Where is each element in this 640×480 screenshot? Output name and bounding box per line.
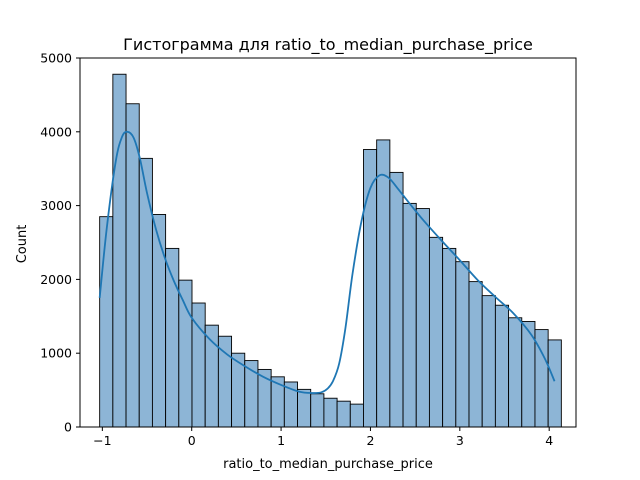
histogram-bar bbox=[151, 214, 167, 428]
x-tick-label: −1 bbox=[93, 433, 111, 448]
y-tick-label: 1000 bbox=[40, 346, 72, 361]
histogram-bar bbox=[494, 304, 510, 428]
histogram-bar bbox=[125, 103, 140, 428]
x-tick-label: 0 bbox=[188, 433, 196, 448]
histogram-bar bbox=[389, 171, 404, 428]
y-axis-ticks: 0 1000 2000 3000 4000 5000 bbox=[40, 51, 80, 435]
histogram-bar bbox=[138, 157, 153, 428]
x-axis-ticks: −1 0 1 2 3 4 bbox=[93, 427, 553, 448]
histogram-bar bbox=[99, 216, 114, 428]
y-axis-label: Count bbox=[15, 225, 30, 264]
histogram-bar bbox=[547, 339, 562, 428]
histogram-bar bbox=[508, 317, 523, 428]
chart-title: Гистограмма для ratio_to_median_purchase… bbox=[123, 35, 533, 55]
kde-curve bbox=[98, 130, 556, 394]
histogram-bar bbox=[481, 295, 496, 428]
histogram-bar bbox=[349, 403, 364, 428]
histogram-bar bbox=[323, 397, 338, 428]
y-tick-label: 4000 bbox=[40, 124, 72, 139]
histogram-bar bbox=[376, 139, 391, 428]
x-tick-label: 1 bbox=[277, 433, 285, 448]
x-tick-label: 2 bbox=[366, 433, 374, 448]
x-tick-label: 4 bbox=[545, 433, 553, 448]
y-tick-label: 2000 bbox=[40, 272, 72, 287]
histogram-bar bbox=[178, 279, 193, 428]
x-tick-label: 3 bbox=[456, 433, 464, 448]
histogram-bar bbox=[442, 247, 457, 428]
histogram-bar bbox=[415, 208, 430, 428]
histogram-bars bbox=[99, 73, 562, 428]
histogram-bar bbox=[297, 388, 312, 428]
y-tick-label: 0 bbox=[64, 420, 72, 435]
histogram-bar bbox=[310, 393, 325, 428]
histogram-bar bbox=[336, 400, 351, 428]
x-axis-label: ratio_to_median_purchase_price bbox=[223, 457, 433, 472]
histogram-bar bbox=[468, 281, 483, 428]
histogram-bar bbox=[428, 236, 444, 428]
y-tick-label: 5000 bbox=[40, 51, 72, 66]
y-tick-label: 3000 bbox=[40, 198, 72, 213]
plot-frame bbox=[79, 57, 577, 428]
histogram-bar bbox=[112, 73, 127, 428]
histogram-bar bbox=[402, 202, 417, 428]
histogram-bar bbox=[455, 261, 470, 428]
